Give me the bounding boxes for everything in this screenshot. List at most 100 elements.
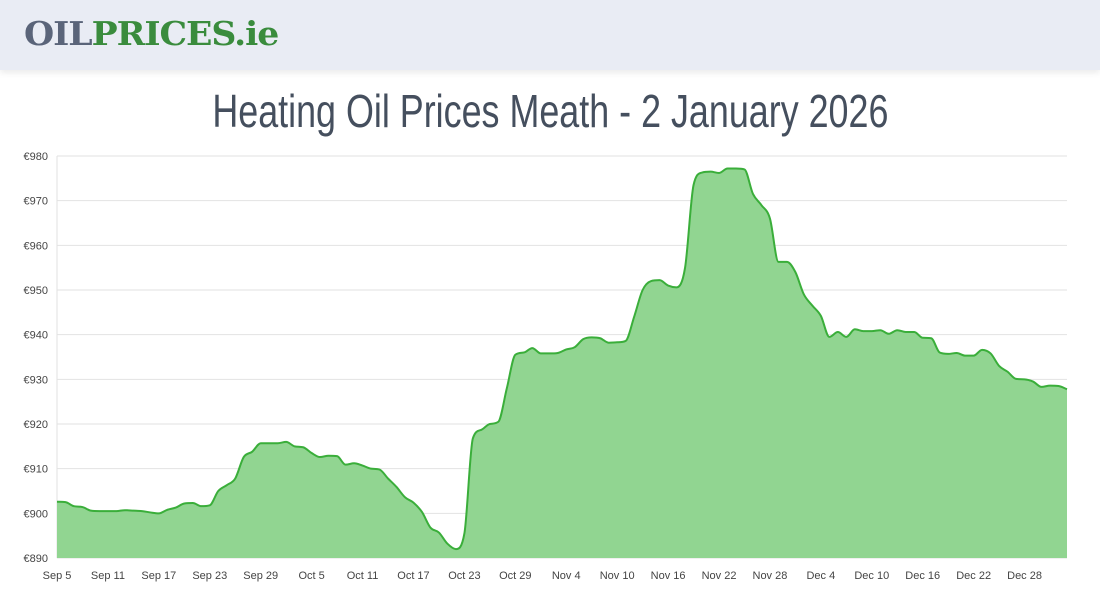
data-point[interactable] <box>1055 382 1063 390</box>
data-point[interactable] <box>223 481 231 489</box>
data-point[interactable] <box>562 345 570 353</box>
data-point[interactable] <box>1046 382 1054 390</box>
data-point[interactable] <box>70 502 78 510</box>
data-point[interactable] <box>639 286 647 294</box>
data-point[interactable] <box>978 346 986 354</box>
data-point[interactable] <box>757 201 765 209</box>
data-point[interactable] <box>240 453 248 461</box>
data-point[interactable] <box>189 499 197 507</box>
data-point[interactable] <box>486 420 494 428</box>
data-point[interactable] <box>1038 383 1046 391</box>
data-point[interactable] <box>868 327 876 335</box>
data-point[interactable] <box>885 330 893 338</box>
data-point[interactable] <box>970 352 978 360</box>
data-point[interactable] <box>392 483 400 491</box>
data-point[interactable] <box>316 453 324 461</box>
data-point[interactable] <box>376 466 384 474</box>
data-point[interactable] <box>1063 385 1071 393</box>
data-point[interactable] <box>435 529 443 537</box>
data-point[interactable] <box>571 343 579 351</box>
data-point[interactable] <box>282 438 290 446</box>
data-point[interactable] <box>95 507 103 515</box>
data-point[interactable] <box>112 507 120 515</box>
data-point[interactable] <box>664 282 672 290</box>
data-point[interactable] <box>180 500 188 508</box>
data-point[interactable] <box>647 277 655 285</box>
data-point[interactable] <box>902 328 910 336</box>
data-point[interactable] <box>944 350 952 358</box>
data-point[interactable] <box>1004 368 1012 376</box>
data-point[interactable] <box>384 474 392 482</box>
data-point[interactable] <box>274 439 282 447</box>
data-point[interactable] <box>876 326 884 334</box>
data-point[interactable] <box>231 474 239 482</box>
data-point[interactable] <box>851 325 859 333</box>
data-point[interactable] <box>817 312 825 320</box>
data-point[interactable] <box>613 338 621 346</box>
data-point[interactable] <box>842 333 850 341</box>
data-point[interactable] <box>545 349 553 357</box>
data-point[interactable] <box>129 507 137 515</box>
data-point[interactable] <box>961 352 969 360</box>
data-point[interactable] <box>333 452 341 460</box>
data-point[interactable] <box>927 334 935 342</box>
data-point[interactable] <box>350 459 358 467</box>
data-point[interactable] <box>61 498 69 506</box>
data-point[interactable] <box>859 327 867 335</box>
data-point[interactable] <box>494 418 502 426</box>
data-point[interactable] <box>681 264 689 272</box>
data-point[interactable] <box>121 506 129 514</box>
data-point[interactable] <box>308 449 316 457</box>
data-point[interactable] <box>596 334 604 342</box>
data-point[interactable] <box>825 333 833 341</box>
data-point[interactable] <box>800 290 808 298</box>
data-point[interactable] <box>579 335 587 343</box>
data-point[interactable] <box>715 169 723 177</box>
data-point[interactable] <box>197 502 205 510</box>
data-point[interactable] <box>359 462 367 470</box>
data-point[interactable] <box>163 506 171 514</box>
data-point[interactable] <box>418 508 426 516</box>
data-point[interactable] <box>426 524 434 532</box>
data-point[interactable] <box>104 507 112 515</box>
data-point[interactable] <box>291 442 299 450</box>
data-point[interactable] <box>469 434 477 442</box>
data-point[interactable] <box>698 169 706 177</box>
data-point[interactable] <box>893 326 901 334</box>
data-point[interactable] <box>953 349 961 357</box>
data-point[interactable] <box>78 503 86 511</box>
data-point[interactable] <box>87 507 95 515</box>
data-point[interactable] <box>409 499 417 507</box>
data-point[interactable] <box>740 165 748 173</box>
data-point[interactable] <box>656 276 664 284</box>
data-point[interactable] <box>936 349 944 357</box>
data-point[interactable] <box>732 165 740 173</box>
data-point[interactable] <box>401 493 409 501</box>
data-point[interactable] <box>622 337 630 345</box>
data-point[interactable] <box>749 190 757 198</box>
data-point[interactable] <box>248 448 256 456</box>
data-point[interactable] <box>808 302 816 310</box>
data-point[interactable] <box>1012 375 1020 383</box>
data-point[interactable] <box>707 168 715 176</box>
data-point[interactable] <box>265 439 273 447</box>
data-point[interactable] <box>791 268 799 276</box>
data-point[interactable] <box>528 344 536 352</box>
data-point[interactable] <box>520 349 528 357</box>
data-point[interactable] <box>146 508 154 516</box>
data-point[interactable] <box>138 507 146 515</box>
data-point[interactable] <box>919 334 927 342</box>
data-point[interactable] <box>443 540 451 548</box>
data-point[interactable] <box>690 181 698 189</box>
data-point[interactable] <box>460 529 468 537</box>
data-point[interactable] <box>477 426 485 434</box>
data-point[interactable] <box>774 258 782 266</box>
data-point[interactable] <box>299 443 307 451</box>
data-point[interactable] <box>1029 378 1037 386</box>
data-point[interactable] <box>342 461 350 469</box>
data-point[interactable] <box>995 362 1003 370</box>
data-point[interactable] <box>605 339 613 347</box>
data-point[interactable] <box>537 349 545 357</box>
data-point[interactable] <box>783 258 791 266</box>
data-point[interactable] <box>452 545 460 553</box>
